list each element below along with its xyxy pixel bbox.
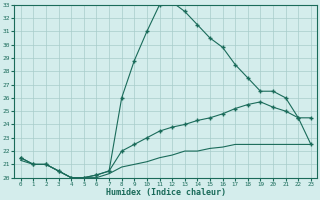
X-axis label: Humidex (Indice chaleur): Humidex (Indice chaleur) bbox=[106, 188, 226, 197]
